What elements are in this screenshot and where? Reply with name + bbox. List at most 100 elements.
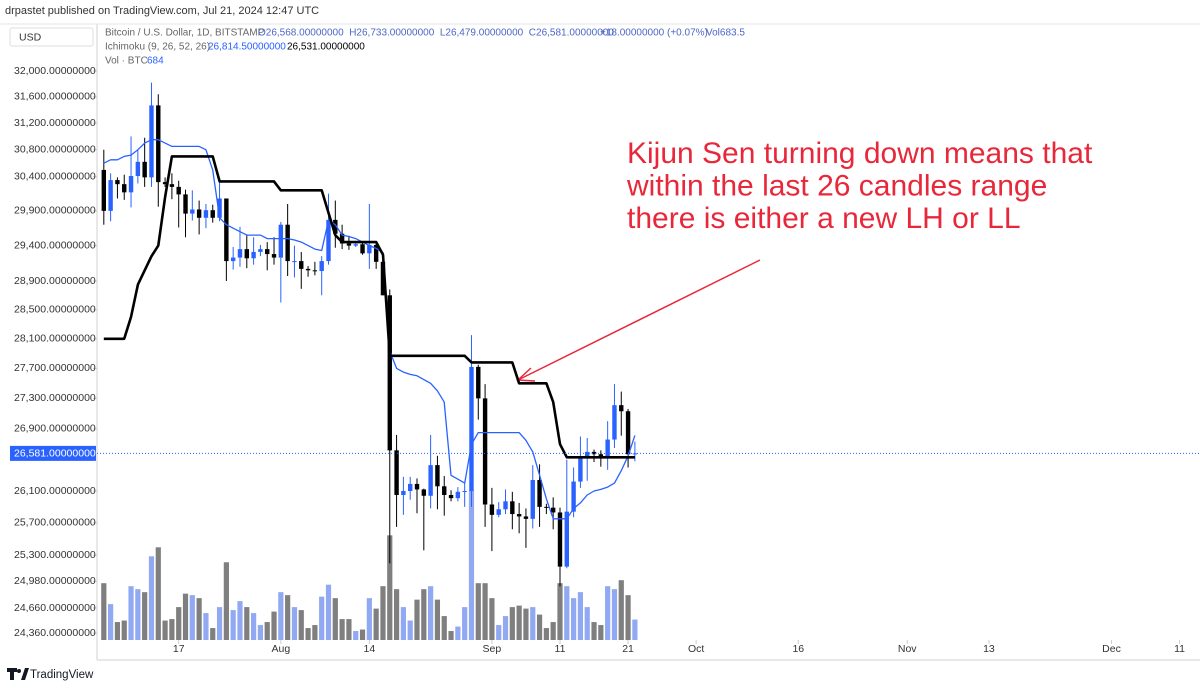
- candle-body: [237, 249, 243, 258]
- candle-body: [503, 501, 508, 510]
- candle-body: [285, 224, 290, 262]
- candle-body: [537, 479, 542, 507]
- candle-body: [469, 366, 474, 492]
- candle-body: [455, 491, 461, 499]
- volume-bar: [421, 589, 427, 640]
- volume-bar: [428, 586, 434, 640]
- volume-bar: [244, 607, 250, 640]
- candle-body: [380, 261, 386, 296]
- candle-body: [135, 161, 141, 177]
- candle-body: [401, 491, 406, 495]
- volume-bar: [632, 619, 638, 640]
- x-tick-label: Nov: [898, 643, 917, 655]
- candle-body: [265, 249, 270, 255]
- candle-body: [190, 209, 195, 214]
- volume-bar: [591, 622, 597, 640]
- last-price-label: 26,581.00000000: [14, 448, 96, 460]
- candle-body: [319, 261, 324, 272]
- volume-bar: [530, 607, 536, 640]
- volume-bar: [605, 586, 611, 640]
- y-tick-label: 30,400.00000000: [14, 170, 96, 182]
- volume-bar: [250, 613, 257, 640]
- volume-bar: [271, 611, 277, 640]
- x-tick-label: 17: [173, 643, 185, 655]
- volume-bar: [387, 535, 393, 640]
- y-tick-label: 24,360.00000000: [14, 627, 96, 639]
- volume-bars: [101, 490, 638, 640]
- candle-body: [625, 411, 631, 455]
- volume-bar: [618, 580, 624, 640]
- volume-bar: [462, 607, 468, 640]
- volume-bar: [148, 556, 155, 640]
- candle-body: [176, 186, 181, 195]
- tenkan-value: 26,814.50000000: [208, 42, 286, 53]
- last-price-box: [10, 445, 96, 461]
- volume-bar: [611, 589, 618, 640]
- candle-body: [360, 244, 365, 254]
- candle-body: [373, 244, 379, 262]
- x-tick-label: Sep: [483, 643, 502, 655]
- volume-bar: [278, 592, 284, 640]
- volume-bar: [373, 608, 379, 640]
- volume-bar: [448, 631, 454, 640]
- candle-body: [605, 439, 610, 458]
- candle-body: [523, 516, 529, 519]
- volume-bar: [509, 607, 515, 640]
- volume-bar: [502, 616, 509, 640]
- candle-body: [108, 180, 113, 211]
- volume-bar: [414, 599, 420, 640]
- volume-bar: [114, 622, 121, 640]
- volume-bar: [380, 586, 386, 640]
- volume-bar: [400, 607, 406, 640]
- candle-body: [598, 454, 604, 458]
- logo-part: [21, 668, 29, 680]
- currency-button[interactable]: [9, 27, 94, 47]
- x-tick-label: Dec: [1102, 643, 1121, 655]
- volume-bar: [264, 622, 270, 640]
- candle-body: [564, 511, 569, 567]
- candle-body: [557, 512, 563, 567]
- volume-bar: [216, 607, 223, 640]
- volume-bar: [543, 628, 549, 640]
- candle-body: [442, 486, 447, 495]
- currency[interactable]: USD: [19, 31, 42, 43]
- candle-body: [571, 481, 576, 512]
- volume-bar: [305, 628, 311, 640]
- y-tick-label: 24,660.00000000: [14, 602, 96, 614]
- logo-part: [17, 669, 21, 673]
- volume-bar: [353, 631, 359, 640]
- annotation: within the last 26 candles range: [626, 169, 1047, 202]
- candle-body: [414, 483, 420, 490]
- candle-body: [448, 494, 454, 499]
- volume-bar: [223, 562, 229, 640]
- y-tick-label: 24,980.00000000: [14, 575, 96, 587]
- candle-body: [510, 501, 515, 515]
- volume-bar: [162, 620, 168, 640]
- candle-body: [367, 244, 372, 254]
- x-tick-label: Oct: [688, 643, 704, 655]
- volume-bar: [298, 610, 304, 640]
- y-tick-label: 28,500.00000000: [14, 303, 96, 315]
- candle-body: [407, 483, 413, 492]
- volume-bar: [536, 614, 543, 640]
- x-tick-label: 11: [1174, 643, 1185, 655]
- volume-bar: [489, 598, 495, 640]
- candle-body: [544, 506, 549, 508]
- candle-body: [122, 184, 127, 193]
- candle-body: [346, 243, 352, 246]
- volume-bar: [319, 596, 325, 640]
- volume-bar: [325, 584, 332, 640]
- y-tick-label: 30,800.00000000: [14, 144, 96, 156]
- candle-body: [230, 257, 236, 262]
- y-tick-label: 31,200.00000000: [14, 117, 96, 129]
- candle-body: [312, 270, 318, 272]
- volume-bar: [346, 619, 352, 640]
- candle-body: [530, 479, 535, 519]
- volume-bar: [625, 595, 631, 640]
- annotation: Kijun Sen turning down means that: [627, 137, 1093, 170]
- volume-bar: [339, 619, 345, 640]
- candle-body: [183, 194, 188, 214]
- candle-body: [162, 182, 168, 185]
- candle-body: [142, 161, 147, 178]
